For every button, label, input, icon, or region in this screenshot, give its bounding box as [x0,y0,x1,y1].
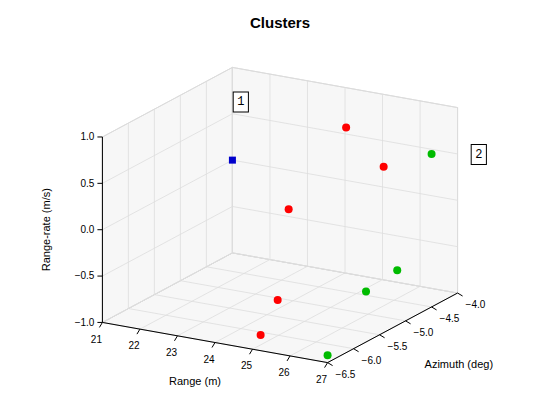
tick-label: 21 [91,334,103,345]
grid-line [232,114,457,154]
grid-line [102,253,232,323]
grid-line [328,293,458,363]
point [324,351,332,359]
tick-label: 22 [128,340,140,351]
grid-line [232,160,457,200]
grid-line [290,286,420,356]
tick-label: −4.5 [440,313,460,324]
tick-label: 23 [166,347,178,358]
tick [174,336,177,341]
tick-label: −6.0 [362,355,382,366]
series [324,150,436,359]
pane [102,67,232,322]
annotation-text: 1 [237,95,244,109]
axis-title: Range-rate (m/s) [40,188,52,271]
tick [97,229,102,230]
grid-line [102,322,327,362]
grid-line [232,253,457,293]
axes: 21 22 23 24 25 26 27 −4.0 −4.5 −5.0 −5.5 −6.0 −6.5 −1… [40,131,493,386]
tick-label: 0.0 [81,224,95,235]
grid-line [232,253,457,293]
grid-line [102,67,232,137]
tick [137,329,140,334]
axis-title: Range (m) [169,375,221,387]
grid-line [102,253,232,323]
annotation: 1 [233,92,248,112]
pane [232,67,457,293]
grid-line [140,260,270,330]
tick [97,136,102,137]
tick [328,363,333,366]
axis-line [102,322,327,362]
point [428,150,436,158]
tick-label: 27 [316,374,328,385]
title: Clusters [250,14,310,31]
annotation-box [233,92,248,112]
tick [354,349,359,352]
grid-line [206,267,431,307]
series [229,157,236,164]
grid [102,67,457,362]
grid-line [154,295,379,335]
tick-label: −5.5 [388,341,408,352]
axis-line [328,293,458,363]
annotation-text: 2 [475,148,482,162]
tick-label: 1.0 [81,131,95,142]
tick-label: −1.0 [75,317,95,328]
annotation-box [471,145,486,165]
tick-label: 24 [203,354,215,365]
point [393,266,401,274]
tick-label: −0.5 [75,270,95,281]
tick [97,183,102,184]
axis-title: Azimuth (deg) [425,358,493,370]
tick [99,322,102,327]
grid-line [102,160,232,230]
tick-label: −4.0 [466,299,486,310]
points [229,124,436,360]
tick [325,363,328,368]
grid-line [128,309,353,349]
tick [97,322,102,323]
chart: 21222324252627−4.0−4.5−5.0−5.5−6.0−6.5−1… [0,0,560,420]
point [285,205,293,213]
grid-line [180,281,405,321]
tick-label: −5.0 [414,327,434,338]
tick-label: 26 [278,367,290,378]
panes [102,67,457,362]
point [342,124,350,132]
tick [458,293,463,296]
tick [432,307,437,310]
tick [406,321,411,324]
tick [250,349,253,354]
grid-line [232,67,457,107]
grid-line [102,114,232,184]
annotation: 2 [471,145,486,165]
grid-line [215,273,345,343]
tick-label: −6.5 [336,369,356,380]
tick [212,343,215,348]
point [274,296,282,304]
point [257,331,265,339]
point [380,163,388,171]
tick-label: 0.5 [81,178,95,189]
series [257,124,388,339]
tick [287,356,290,361]
tick [97,276,102,277]
grid-line [232,206,457,246]
tick-label: 25 [241,360,253,371]
point [229,157,236,164]
grid-line [102,206,232,276]
grid-line [177,266,307,336]
z-axis: −1.0 −0.5 0.0 0.5 1.0 [75,131,103,327]
tick [380,335,385,338]
grid-line [253,280,383,350]
point [362,288,370,296]
